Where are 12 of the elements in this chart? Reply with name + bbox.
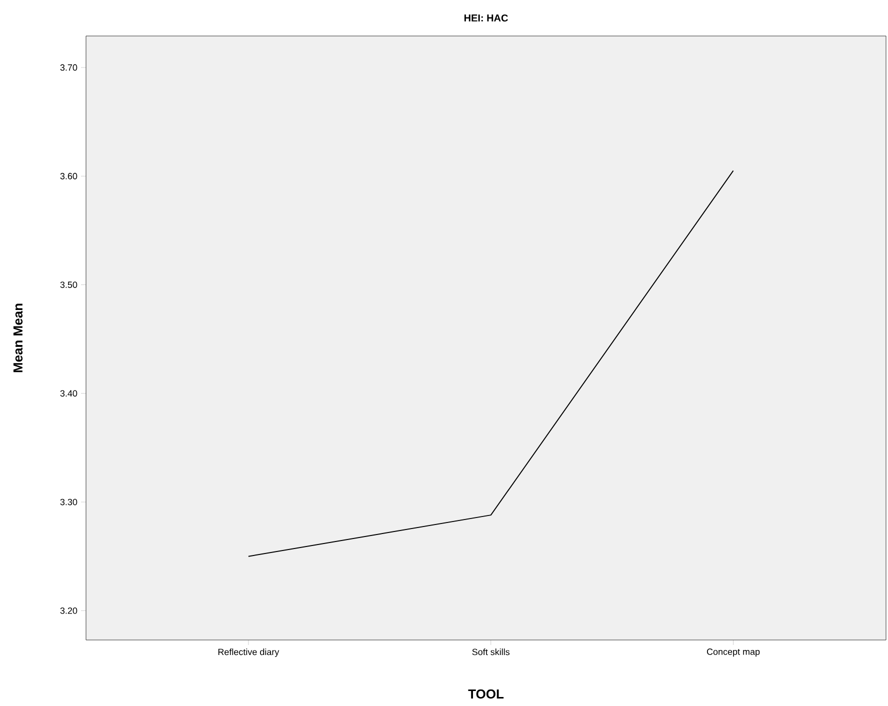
y-tick-label: 3.30 — [60, 498, 78, 506]
x-tick-label: Soft skills — [472, 648, 510, 656]
y-tick-label: 3.60 — [60, 172, 78, 180]
y-tick-label: 3.70 — [60, 64, 78, 71]
y-tick-label: 3.20 — [60, 607, 78, 614]
chart-title: HEI: HAC — [464, 14, 508, 22]
x-tick-label: Concept map — [706, 648, 760, 657]
x-axis-title: TOOL — [468, 689, 504, 699]
y-tick-label: 3.40 — [60, 390, 78, 397]
x-tick-label: Reflective diary — [218, 648, 280, 657]
y-tick-label: 3.50 — [60, 282, 78, 288]
y-axis-title: Mean Mean — [13, 304, 23, 372]
